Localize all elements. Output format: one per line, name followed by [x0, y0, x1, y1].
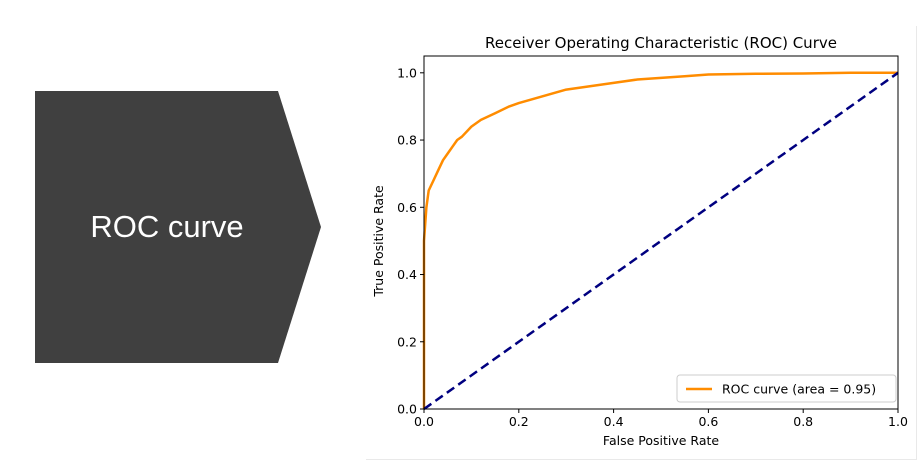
axes-frame [423, 55, 899, 410]
y-tick-label: 0.6 [397, 200, 417, 215]
chart-title: Receiver Operating Characteristic (ROC) … [485, 34, 837, 52]
y-tick-label: 0.4 [397, 267, 417, 282]
legend-box [676, 374, 897, 403]
y-tick-label: 0.8 [397, 133, 417, 148]
chance-diagonal-line [423, 71, 899, 411]
legend: ROC curve (area = 0.95) [676, 374, 897, 403]
axis-ticks: 0.0 0.2 0.4 0.6 0.8 1.0 0.0 0.2 0.4 0.6 0.8 1.0 [397, 65, 908, 429]
callout-label: ROC curve [90, 209, 244, 244]
x-tick-label: 1.0 [888, 414, 908, 429]
x-axis-label: False Positive Rate [603, 433, 719, 448]
x-tick-label: 0.4 [604, 414, 624, 429]
x-tick-label: 0.0 [414, 414, 434, 429]
callout-shape [35, 91, 321, 363]
roc-figure: Receiver Operating Characteristic (ROC) … [366, 26, 918, 461]
roc-curve-line [422, 71, 898, 409]
legend-label: ROC curve (area = 0.95) [722, 382, 876, 397]
y-tick-label: 0.2 [397, 334, 417, 349]
x-tick-label: 0.8 [793, 414, 813, 429]
y-tick-label: 1.0 [397, 65, 417, 80]
y-axis-label: True Positive Rate [371, 185, 386, 298]
x-tick-label: 0.2 [509, 414, 529, 429]
x-tick-label: 0.6 [698, 414, 718, 429]
plot-area [422, 55, 899, 411]
y-tick-label: 0.0 [397, 402, 417, 417]
roc-chart: Receiver Operating Characteristic (ROC) … [371, 34, 908, 448]
